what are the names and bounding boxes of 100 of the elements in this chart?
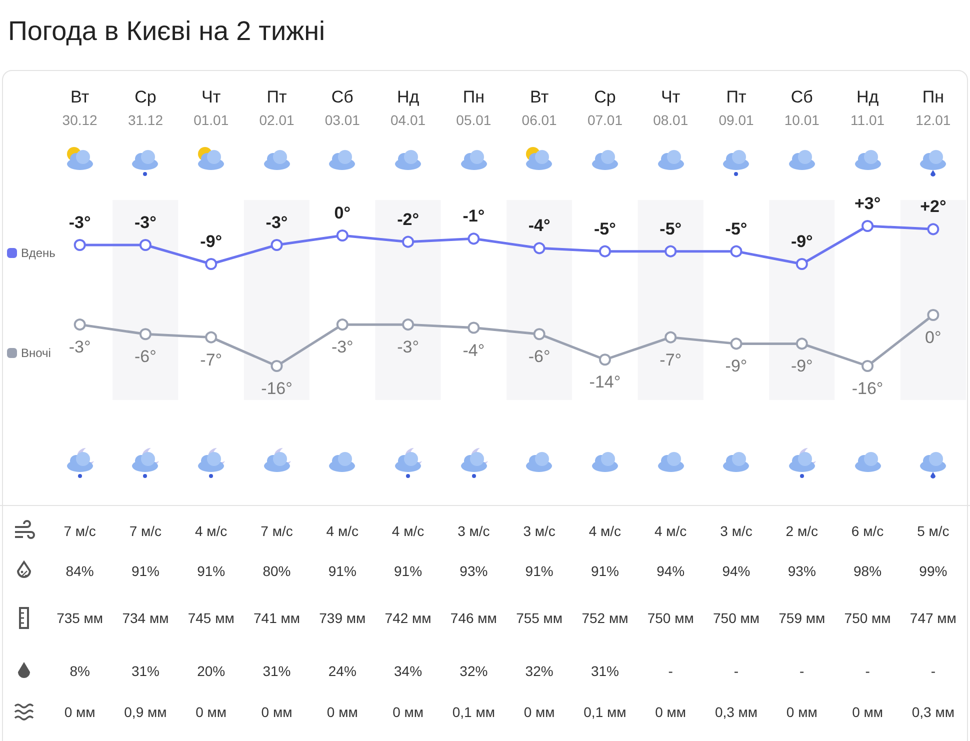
x-tick-label: Чт 08.01 xyxy=(653,88,688,128)
chart-title: Погода в Києві на 2 тижні xyxy=(8,16,326,47)
text: 91% xyxy=(524,563,554,579)
data-label: -7° xyxy=(200,350,222,370)
data-label: -5° xyxy=(725,219,748,238)
text: 3 м/с xyxy=(456,523,491,539)
data-label: -7° xyxy=(660,350,682,370)
text: 4 м/с xyxy=(588,523,622,539)
point xyxy=(533,328,546,340)
text: - xyxy=(798,663,806,679)
text: 2 м/с xyxy=(784,523,819,539)
text: 0 мм xyxy=(851,704,884,720)
x-tick-label: Ср 31.12 xyxy=(128,88,164,128)
text: 94% xyxy=(656,563,686,579)
text: 91% xyxy=(196,563,226,579)
text: 747 мм xyxy=(908,610,958,626)
text: 0 мм xyxy=(392,704,424,720)
x-tick-label: Чт 01.01 xyxy=(194,88,229,128)
point xyxy=(74,239,86,251)
x-tick-label: Ср 07.01 xyxy=(587,88,623,128)
legend-label: Вночі xyxy=(21,346,51,360)
text: 31% xyxy=(590,663,620,679)
text: 4 м/с xyxy=(325,523,360,539)
text: - xyxy=(864,663,871,679)
data-label: -3° xyxy=(134,213,157,232)
text: 741 мм xyxy=(252,610,301,626)
text: 0,1 мм xyxy=(451,704,496,720)
text: 750 мм xyxy=(843,610,892,626)
x-tick-label: Нд 04.01 xyxy=(390,88,426,128)
text: 0,9 мм xyxy=(123,704,168,720)
data-label: -9° xyxy=(725,356,748,376)
text: 84% xyxy=(64,563,95,579)
text: - xyxy=(667,663,674,679)
text: 34% xyxy=(393,663,424,679)
text: 80% xyxy=(262,563,292,579)
text: 31% xyxy=(262,663,292,679)
point xyxy=(139,328,152,340)
text: 93% xyxy=(458,563,489,579)
data-label: -3° xyxy=(68,338,91,357)
text: 31% xyxy=(130,663,160,679)
point xyxy=(927,223,940,236)
text: 0,1 мм xyxy=(582,704,628,720)
point xyxy=(205,258,218,270)
point xyxy=(862,360,874,372)
point xyxy=(796,258,808,270)
text: 4 м/с xyxy=(653,523,688,539)
data-label: -14° xyxy=(589,372,621,392)
text: 745 мм xyxy=(186,610,236,626)
x-tick-label: Вт 30.12 xyxy=(62,88,98,128)
text: 7 м/с xyxy=(128,523,163,539)
point xyxy=(205,331,218,344)
data-label: -4° xyxy=(528,216,550,236)
text: 755 мм xyxy=(515,610,564,626)
data-label: -16° xyxy=(852,379,884,398)
x-tick-label: Пн 05.01 xyxy=(456,88,492,128)
text: 0 мм xyxy=(260,704,294,720)
data-label: -4° xyxy=(462,340,485,360)
text: 739 мм xyxy=(318,610,367,626)
text: 750 мм xyxy=(646,610,695,626)
text: 0 мм xyxy=(194,704,228,720)
data-label: -5° xyxy=(660,219,682,238)
text: 0,3 мм xyxy=(910,704,956,720)
point xyxy=(598,354,611,366)
data-label: 0° xyxy=(334,204,351,222)
text: 0 мм xyxy=(63,704,96,720)
x-tick-label: Сб 03.01 xyxy=(324,88,360,128)
text: 91% xyxy=(130,563,160,579)
text: 32% xyxy=(524,663,554,679)
text: 0,3 мм xyxy=(714,704,759,720)
point xyxy=(139,239,152,251)
data-label: -3° xyxy=(68,213,91,232)
text: 91% xyxy=(327,563,358,579)
text: 735 мм xyxy=(56,610,104,626)
x-tick-label: Сб 10.01 xyxy=(784,88,820,128)
point xyxy=(270,239,283,251)
text: 24% xyxy=(327,663,358,679)
text: 20% xyxy=(196,663,226,679)
text: 3 м/с xyxy=(522,523,556,539)
point xyxy=(336,318,348,331)
data-label: -6° xyxy=(134,347,156,366)
point xyxy=(796,338,808,350)
text: 7 м/с xyxy=(62,523,97,539)
data-label: -16° xyxy=(261,379,292,398)
text: 0 мм xyxy=(522,704,556,720)
text: 0 мм xyxy=(785,704,818,720)
text: 8% xyxy=(68,663,91,679)
point xyxy=(730,245,742,258)
text: 6 м/с xyxy=(850,523,885,539)
text: 32% xyxy=(458,663,489,679)
text: 94% xyxy=(721,563,752,579)
data-label: -3° xyxy=(331,338,354,357)
point xyxy=(74,318,86,331)
data-label: -9° xyxy=(790,232,814,251)
text: - xyxy=(930,663,936,679)
point xyxy=(730,338,742,350)
x-tick-label: Пт 09.01 xyxy=(718,88,754,128)
point xyxy=(927,309,940,321)
point xyxy=(862,220,874,232)
point xyxy=(402,318,414,331)
text: 5 м/с xyxy=(916,523,950,539)
